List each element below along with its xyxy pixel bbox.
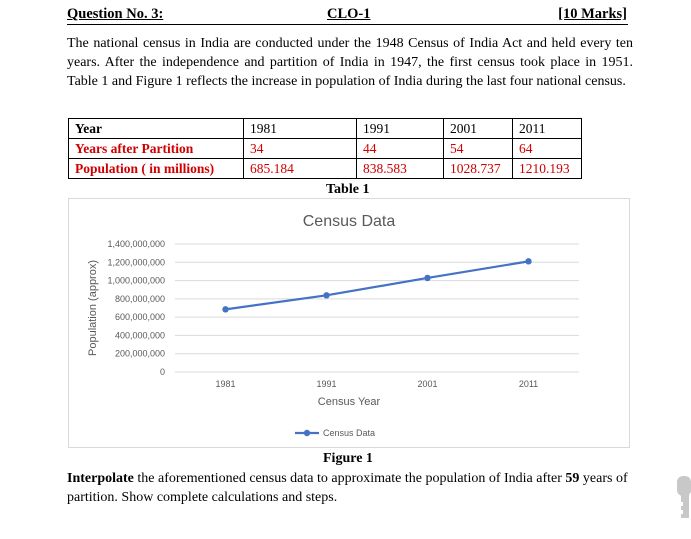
table-row: Years after Partition 34 44 54 64 bbox=[68, 138, 582, 159]
y-tick-label: 1,400,000,000 bbox=[107, 239, 165, 249]
legend-marker bbox=[303, 429, 311, 437]
x-tick-label: 1991 bbox=[316, 379, 336, 389]
marks-label: [10 Marks] bbox=[558, 6, 627, 22]
table-row-label: Year bbox=[68, 118, 244, 139]
table-cell: 1991 bbox=[356, 118, 444, 139]
census-table: Year 1981 1991 2001 2011 Years after Partitio… bbox=[68, 118, 582, 179]
question-text-1: the aforementioned census data to approx… bbox=[133, 471, 566, 486]
series-line bbox=[225, 260, 529, 311]
census-chart: Census Data 0 200,000,000 400,000,000 600,00… bbox=[68, 198, 630, 448]
table-row-label: Years after Partition bbox=[68, 138, 244, 159]
x-tick-label: 2011 bbox=[519, 379, 538, 389]
question-text: Interpolate the aforementioned census da… bbox=[67, 469, 633, 507]
table-cell: 34 bbox=[243, 138, 357, 159]
question-header: Question No. 3: CLO-1 [10 Marks] bbox=[67, 6, 627, 24]
table-cell: 2011 bbox=[512, 118, 582, 139]
x-tick-label: 1981 bbox=[215, 379, 235, 389]
question-keyword: Interpolate bbox=[67, 471, 134, 486]
table-caption: Table 1 bbox=[326, 182, 370, 197]
figure-caption: Figure 1 bbox=[323, 451, 373, 466]
y-tick-label: 0 bbox=[160, 367, 165, 377]
data-point bbox=[323, 292, 330, 299]
table-row-label: Population ( in millions) bbox=[68, 158, 244, 179]
table-cell: 1981 bbox=[243, 118, 357, 139]
y-axis-label: Population (approx) bbox=[87, 260, 99, 356]
chart-title: Census Data bbox=[303, 213, 396, 230]
y-tick-label: 1,200,000,000 bbox=[107, 257, 165, 267]
data-point bbox=[424, 274, 431, 282]
y-tick-label: 800,000,000 bbox=[115, 294, 165, 304]
question-number-value: 59 bbox=[565, 471, 580, 486]
data-point bbox=[222, 306, 229, 313]
question-text-2: years of partition. Show complete calcul… bbox=[67, 471, 628, 505]
table-cell: 64 bbox=[512, 138, 582, 159]
data-point bbox=[525, 258, 532, 265]
x-axis-label: Census Year bbox=[318, 396, 381, 408]
x-tick-label: 2001 bbox=[417, 379, 437, 389]
table-row: Year 1981 1991 2001 2011 bbox=[68, 118, 582, 139]
table-cell: 2001 bbox=[443, 118, 513, 139]
table-cell: 44 bbox=[356, 138, 444, 159]
table-cell: 1210.193 bbox=[512, 158, 582, 179]
chart-svg: Census Data 0 200,000,000 400,000,000 600,00… bbox=[87, 213, 579, 438]
table-row: Population ( in millions) 685.184 838.583 1… bbox=[68, 158, 582, 179]
table-cell: 54 bbox=[443, 138, 513, 159]
clo-label: CLO-1 bbox=[327, 6, 371, 22]
legend-label: Census Data bbox=[323, 428, 375, 438]
y-tick-label: 200,000,000 bbox=[115, 349, 165, 359]
key-icon bbox=[677, 476, 691, 518]
table-cell: 685.184 bbox=[243, 158, 357, 179]
header-rule bbox=[67, 24, 628, 25]
question-number: Question No. 3: bbox=[67, 6, 164, 22]
y-tick-label: 400,000,000 bbox=[115, 330, 165, 340]
intro-paragraph: The national census in India are conduct… bbox=[67, 36, 633, 89]
y-tick-label: 600,000,000 bbox=[115, 312, 165, 322]
table-cell: 838.583 bbox=[356, 158, 444, 179]
table-cell: 1028.737 bbox=[443, 158, 513, 179]
y-tick-label: 1,000,000,000 bbox=[107, 276, 165, 286]
